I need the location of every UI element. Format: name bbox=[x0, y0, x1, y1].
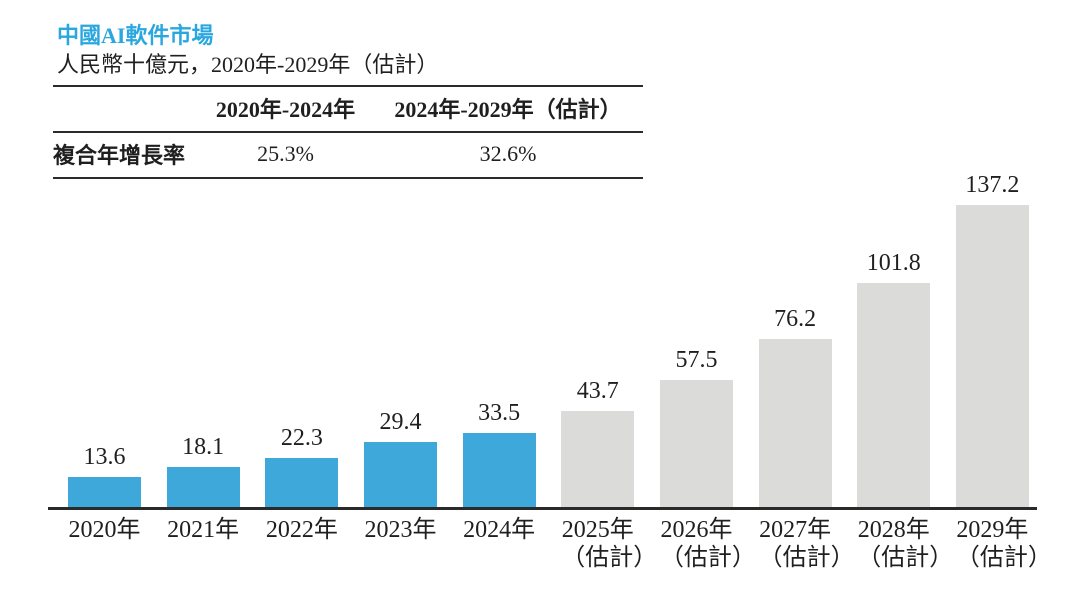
cagr-table: 2020年-2024年 2024年-2029年（估計） 複合年增長率 25.3%… bbox=[53, 85, 643, 179]
bar-group-2029年: 137.2 bbox=[955, 172, 1029, 507]
cagr-table-data-row: 複合年增長率 25.3% 32.6% bbox=[53, 133, 643, 177]
x-axis-label: 2024年 bbox=[463, 517, 536, 543]
bar-group-2022年: 22.3 bbox=[265, 425, 339, 507]
cagr-table-header-row: 2020年-2024年 2024年-2029年（估計） bbox=[53, 87, 643, 133]
cagr-value-2024-2029: 32.6% bbox=[479, 141, 537, 166]
bar-group-2020年: 13.6 bbox=[68, 444, 141, 507]
cagr-row-label: 複合年增長率 bbox=[53, 143, 186, 168]
bar-value-label: 101.8 bbox=[866, 250, 921, 276]
bar-value-label: 76.2 bbox=[774, 306, 817, 332]
bar-group-2024年: 33.5 bbox=[462, 400, 536, 507]
bar-group-2027年: 76.2 bbox=[758, 306, 832, 507]
bar-group-2025年: 43.7 bbox=[561, 378, 635, 507]
bar-estimate bbox=[758, 339, 832, 507]
bar-value-label: 137.2 bbox=[965, 172, 1020, 198]
chart-title: 中國AI軟件市場 bbox=[57, 23, 214, 48]
bar-estimate bbox=[561, 411, 635, 507]
plot-area: 13.6 18.1 22.3 29.4 33.5 43.7 57.5 76.2 101.8 137… bbox=[48, 169, 1037, 507]
bar-value-label: 57.5 bbox=[675, 347, 718, 373]
bar-value-label: 43.7 bbox=[576, 378, 619, 404]
x-axis-label: 2029年 （估計） bbox=[955, 517, 1052, 571]
cagr-header-2024-2029: 2024年-2029年（估計） bbox=[394, 97, 622, 122]
bar-value-label: 13.6 bbox=[83, 444, 126, 470]
bar-actual bbox=[265, 458, 339, 507]
bar-chart: 13.6 18.1 22.3 29.4 33.5 43.7 57.5 76.2 101.8 137… bbox=[48, 169, 1052, 572]
bar-actual bbox=[363, 442, 437, 507]
x-axis-label: 2027年 （估計） bbox=[758, 517, 855, 571]
bar-group-2021年: 18.1 bbox=[166, 434, 240, 507]
x-axis-label: 2028年 （估計） bbox=[857, 517, 954, 571]
bar-estimate bbox=[955, 205, 1029, 507]
bar-actual bbox=[68, 477, 141, 507]
bar-actual bbox=[462, 433, 536, 507]
chart-subtitle: 人民幣十億元，2020年-2029年（估計） bbox=[57, 52, 439, 77]
x-axis-label: 2022年 bbox=[265, 517, 338, 543]
bar-value-label: 18.1 bbox=[182, 434, 225, 460]
cagr-header-2020-2024: 2020年-2024年 bbox=[215, 97, 356, 122]
x-axis-line bbox=[48, 507, 1037, 510]
bar-estimate bbox=[857, 283, 931, 507]
bar-value-label: 29.4 bbox=[379, 409, 422, 435]
x-axis-labels: 2020年 2021年 2022年 2023年 2024年 2025年 （估計） 2026年（… bbox=[48, 516, 1052, 572]
bar-group-2028年: 101.8 bbox=[857, 250, 931, 507]
bar-group-2026年: 57.5 bbox=[659, 347, 733, 507]
x-axis-label: 2020年 bbox=[68, 517, 141, 543]
bar-estimate bbox=[659, 380, 733, 507]
bar-actual bbox=[166, 467, 240, 507]
bar-group-2023年: 29.4 bbox=[363, 409, 437, 507]
x-axis-label: 2025年 （估計） bbox=[561, 517, 658, 571]
x-axis-label: 2026年 （估計） bbox=[659, 517, 756, 571]
x-axis-label: 2023年 bbox=[364, 517, 437, 543]
bar-value-label: 22.3 bbox=[280, 425, 323, 451]
x-axis-label: 2021年 bbox=[167, 517, 240, 543]
cagr-value-2020-2024: 25.3% bbox=[257, 141, 314, 166]
bar-value-label: 33.5 bbox=[478, 400, 521, 426]
cagr-header-empty-cell bbox=[53, 103, 198, 115]
